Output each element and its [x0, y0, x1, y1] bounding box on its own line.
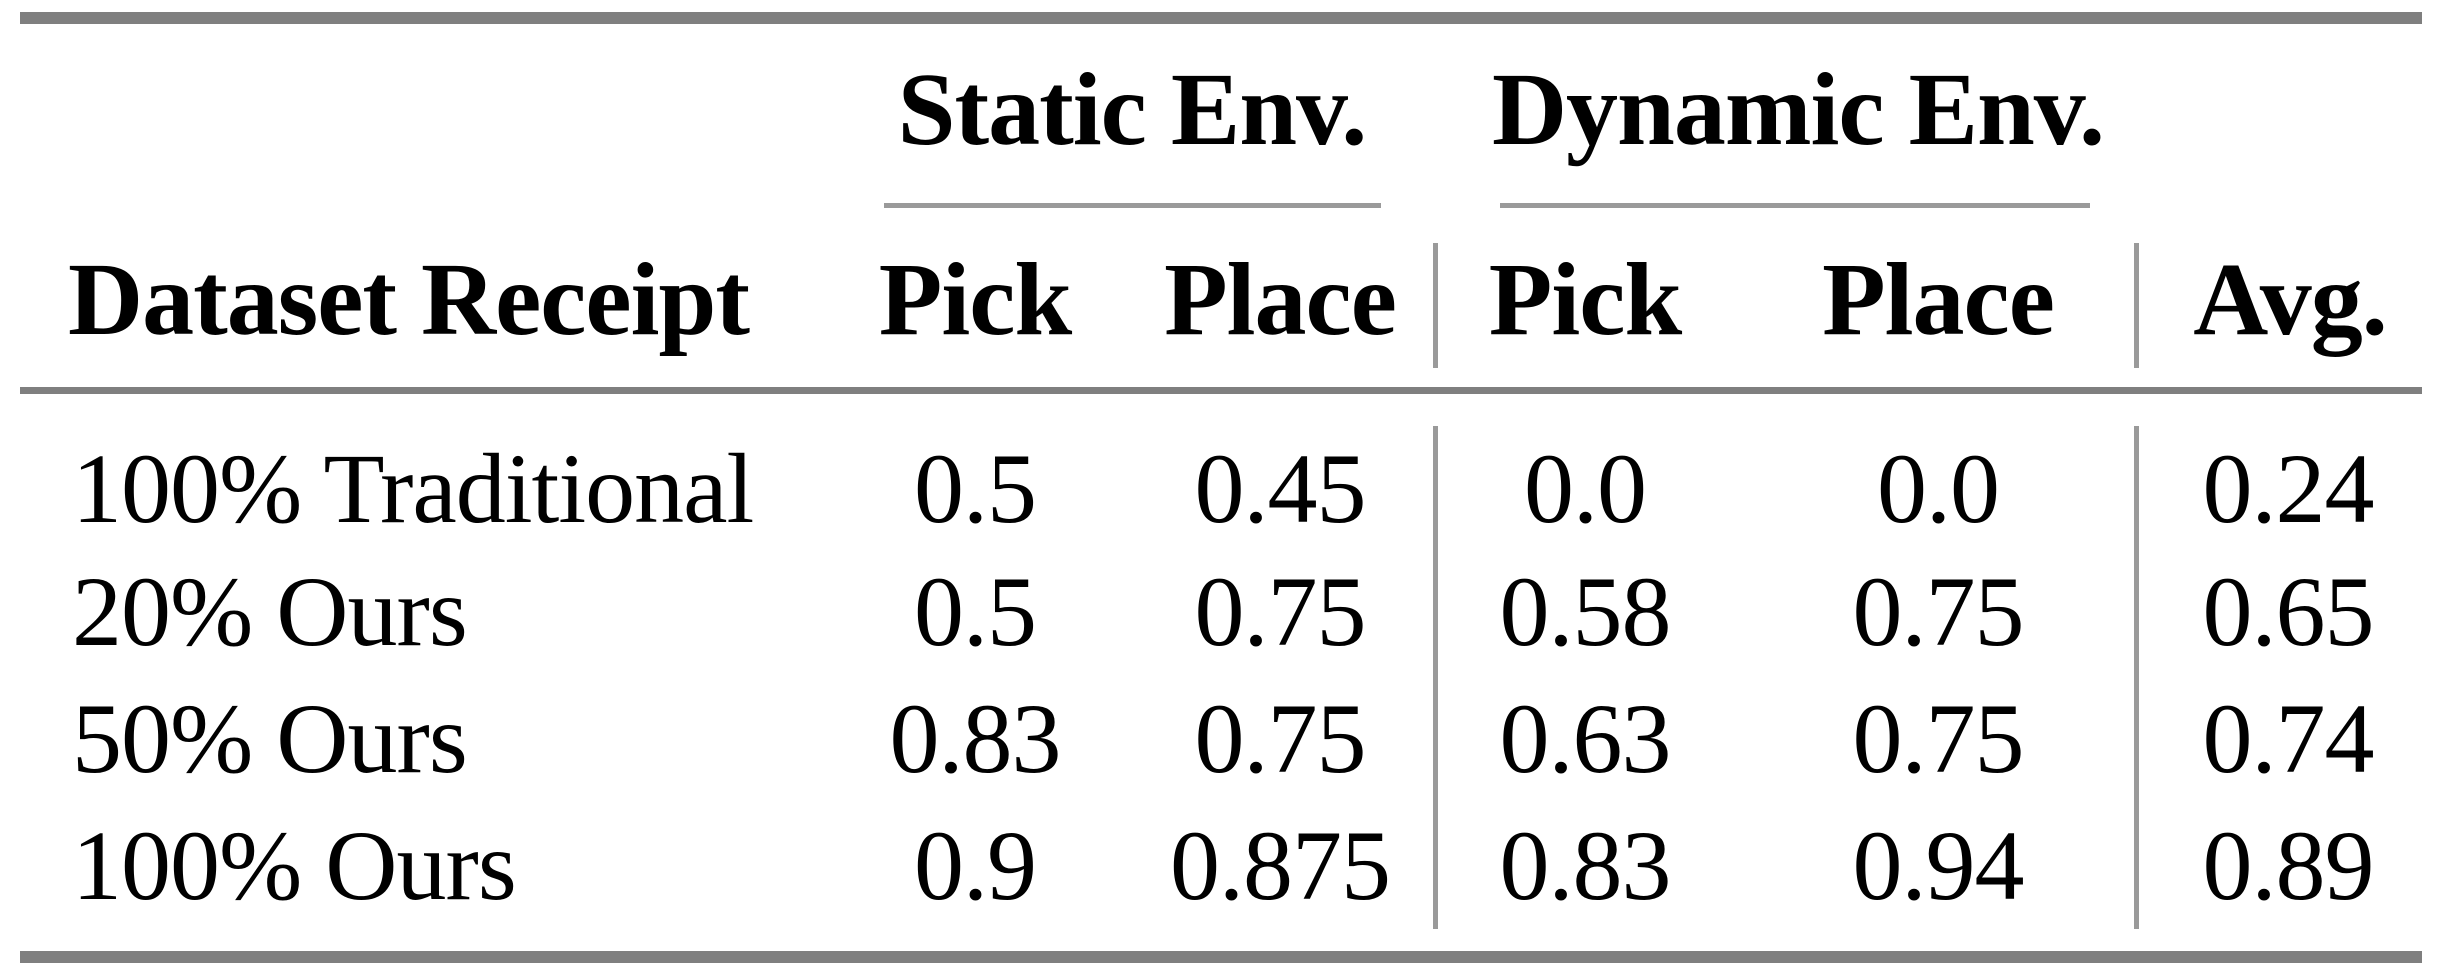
value-cell: 0.0: [1524, 433, 1647, 544]
vertical-rule-dynamic-avg-header: [2134, 243, 2139, 368]
group-header-static-env: Static Env.: [897, 52, 1368, 167]
top-rule: [20, 12, 2422, 24]
value-cell: 0.75: [1194, 683, 1367, 794]
column-header-dataset-receipt: Dataset Receipt: [68, 242, 750, 357]
value-cell: 0.89: [2202, 810, 2375, 921]
value-cell: 0.9: [914, 810, 1037, 921]
column-header-dynamic-place: Place: [1822, 242, 2055, 357]
value-cell: 0.24: [2202, 433, 2375, 544]
value-cell: 0.74: [2202, 683, 2375, 794]
column-header-avg: Avg.: [2193, 242, 2387, 357]
cmidrule-static: [884, 203, 1381, 208]
vertical-rule-dynamic-avg-body: [2134, 426, 2139, 929]
value-cell: 0.94: [1852, 810, 2025, 921]
value-cell: 0.5: [914, 433, 1037, 544]
row-label: 50% Ours: [72, 683, 468, 794]
bottom-rule: [20, 951, 2422, 963]
value-cell: 0.875: [1170, 810, 1391, 921]
value-cell: 0.75: [1852, 683, 2025, 794]
column-header-dynamic-pick: Pick: [1488, 242, 1682, 357]
cmidrule-dynamic: [1500, 203, 2090, 208]
value-cell: 0.65: [2202, 556, 2375, 667]
column-header-static-place: Place: [1164, 242, 1397, 357]
value-cell: 0.63: [1499, 683, 1672, 794]
value-cell: 0.58: [1499, 556, 1672, 667]
column-header-static-pick: Pick: [878, 242, 1072, 357]
row-label: 100% Traditional: [72, 433, 754, 544]
row-label: 20% Ours: [72, 556, 468, 667]
vertical-rule-static-dynamic-header: [1433, 243, 1438, 368]
row-label: 100% Ours: [72, 810, 517, 921]
value-cell: 0.75: [1194, 556, 1367, 667]
value-cell: 0.75: [1852, 556, 2025, 667]
vertical-rule-static-dynamic-body: [1433, 426, 1438, 929]
value-cell: 0.5: [914, 556, 1037, 667]
value-cell: 0.83: [1499, 810, 1672, 921]
group-header-dynamic-env: Dynamic Env.: [1491, 52, 2105, 167]
value-cell: 0.83: [889, 683, 1062, 794]
value-cell: 0.0: [1877, 433, 2000, 544]
value-cell: 0.45: [1194, 433, 1367, 544]
header-rule: [20, 387, 2422, 394]
